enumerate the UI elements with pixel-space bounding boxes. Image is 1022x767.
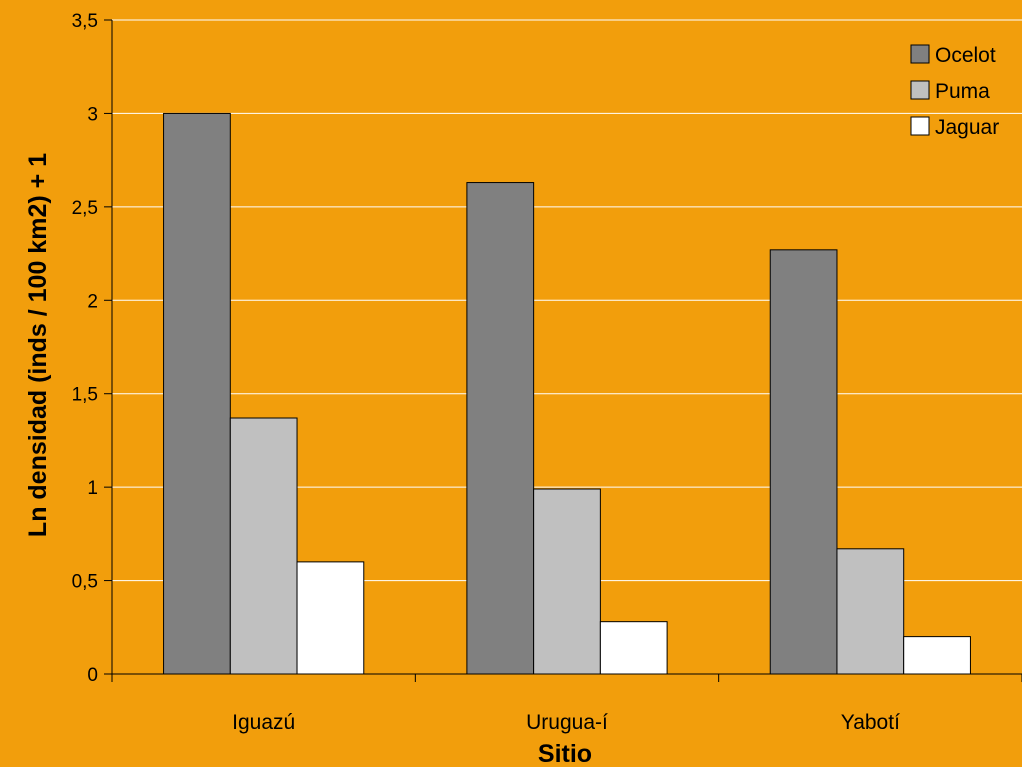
y-tick-label: 0,5 xyxy=(72,572,98,593)
y-tick-label: 3 xyxy=(87,104,98,125)
bar-jaguar-2 xyxy=(903,636,971,675)
bars xyxy=(163,112,971,675)
x-tick-label: Yabotí xyxy=(841,711,900,734)
axes: 0 0,5 1 1,5 2 2,5 3 3,5 Iguazú Urugua-í Yabotí xyxy=(72,11,1022,734)
y-tick-label: 3,5 xyxy=(72,11,98,32)
bar-jaguar-0 xyxy=(296,561,365,675)
legend-swatch-jaguar xyxy=(910,116,930,136)
y-tick-label: 0 xyxy=(87,665,98,686)
x-axis-title: Sitio xyxy=(538,740,592,767)
y-axis-title: Ln densidad (inds / 100 km2) + 1 xyxy=(24,153,52,537)
y-tick-label: 1 xyxy=(87,478,98,499)
legend-label-ocelot: Ocelot xyxy=(935,44,996,67)
bar-ocelot-0 xyxy=(163,112,231,675)
bar-puma-0 xyxy=(229,417,298,675)
x-tick-label: Iguazú xyxy=(232,711,295,734)
legend-swatch-ocelot xyxy=(910,44,930,64)
bar-ocelot-2 xyxy=(769,249,838,675)
bar-jaguar-1 xyxy=(599,621,668,675)
legend-label-puma: Puma xyxy=(935,80,990,103)
y-tick-label: 2 xyxy=(87,291,98,312)
x-tick-label: Urugua-í xyxy=(526,711,608,734)
bar-puma-1 xyxy=(533,488,601,675)
legend: Ocelot Puma Jaguar xyxy=(910,44,999,139)
y-tick-label: 2,5 xyxy=(72,198,98,219)
bar-puma-2 xyxy=(836,548,905,675)
legend-label-jaguar: Jaguar xyxy=(935,116,999,139)
legend-swatch-puma xyxy=(910,80,930,100)
y-tick-label: 1,5 xyxy=(72,385,98,406)
bar-ocelot-1 xyxy=(466,182,535,675)
